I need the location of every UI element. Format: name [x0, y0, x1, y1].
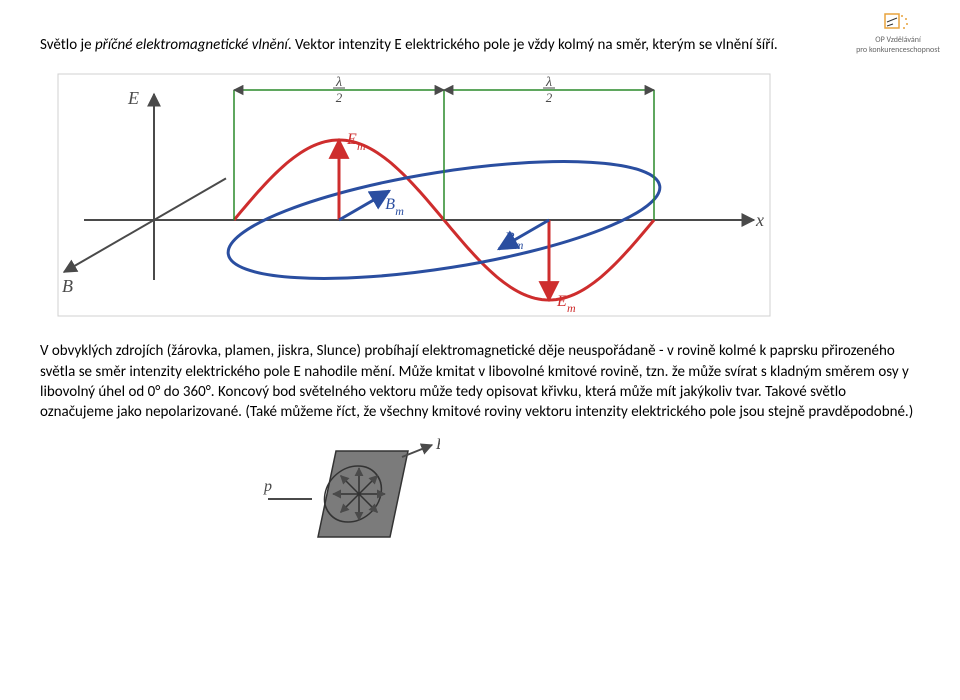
paragraph-1: Světlo je příčné elektromagnetické vlněn…: [40, 35, 920, 55]
figure-polarizer-plate: pE: [260, 437, 920, 562]
eu-program-logo: OP Vzdělávání pro konkurenceschopnost: [856, 10, 940, 55]
svg-text:2: 2: [546, 90, 553, 105]
svg-text:m: m: [515, 238, 524, 252]
svg-text:E: E: [346, 131, 357, 148]
svg-text:B: B: [385, 196, 395, 213]
svg-text:B: B: [505, 230, 515, 247]
svg-text:m: m: [357, 139, 366, 153]
svg-text:x: x: [755, 210, 764, 230]
svg-text:p: p: [263, 478, 272, 495]
svg-text:m: m: [395, 204, 404, 218]
svg-text:E: E: [127, 88, 139, 108]
svg-text:2: 2: [336, 90, 343, 105]
paragraph-2: V obvyklých zdrojích (žárovka, plamen, j…: [40, 341, 920, 422]
svg-text:E: E: [556, 293, 567, 310]
svg-text:E: E: [435, 437, 440, 453]
svg-text:B: B: [62, 276, 73, 296]
logo-line-2: pro konkurenceschopnost: [856, 46, 940, 56]
p1-b: příčné elektromagnetické vlnění: [95, 36, 288, 54]
svg-text:m: m: [567, 301, 576, 315]
p1-a: Světlo je: [40, 36, 95, 54]
figure-em-wave: xEBEmEmBmBmλ2λ2: [54, 70, 920, 325]
p1-c: . Vektor intenzity E elektrického pole j…: [288, 36, 778, 54]
